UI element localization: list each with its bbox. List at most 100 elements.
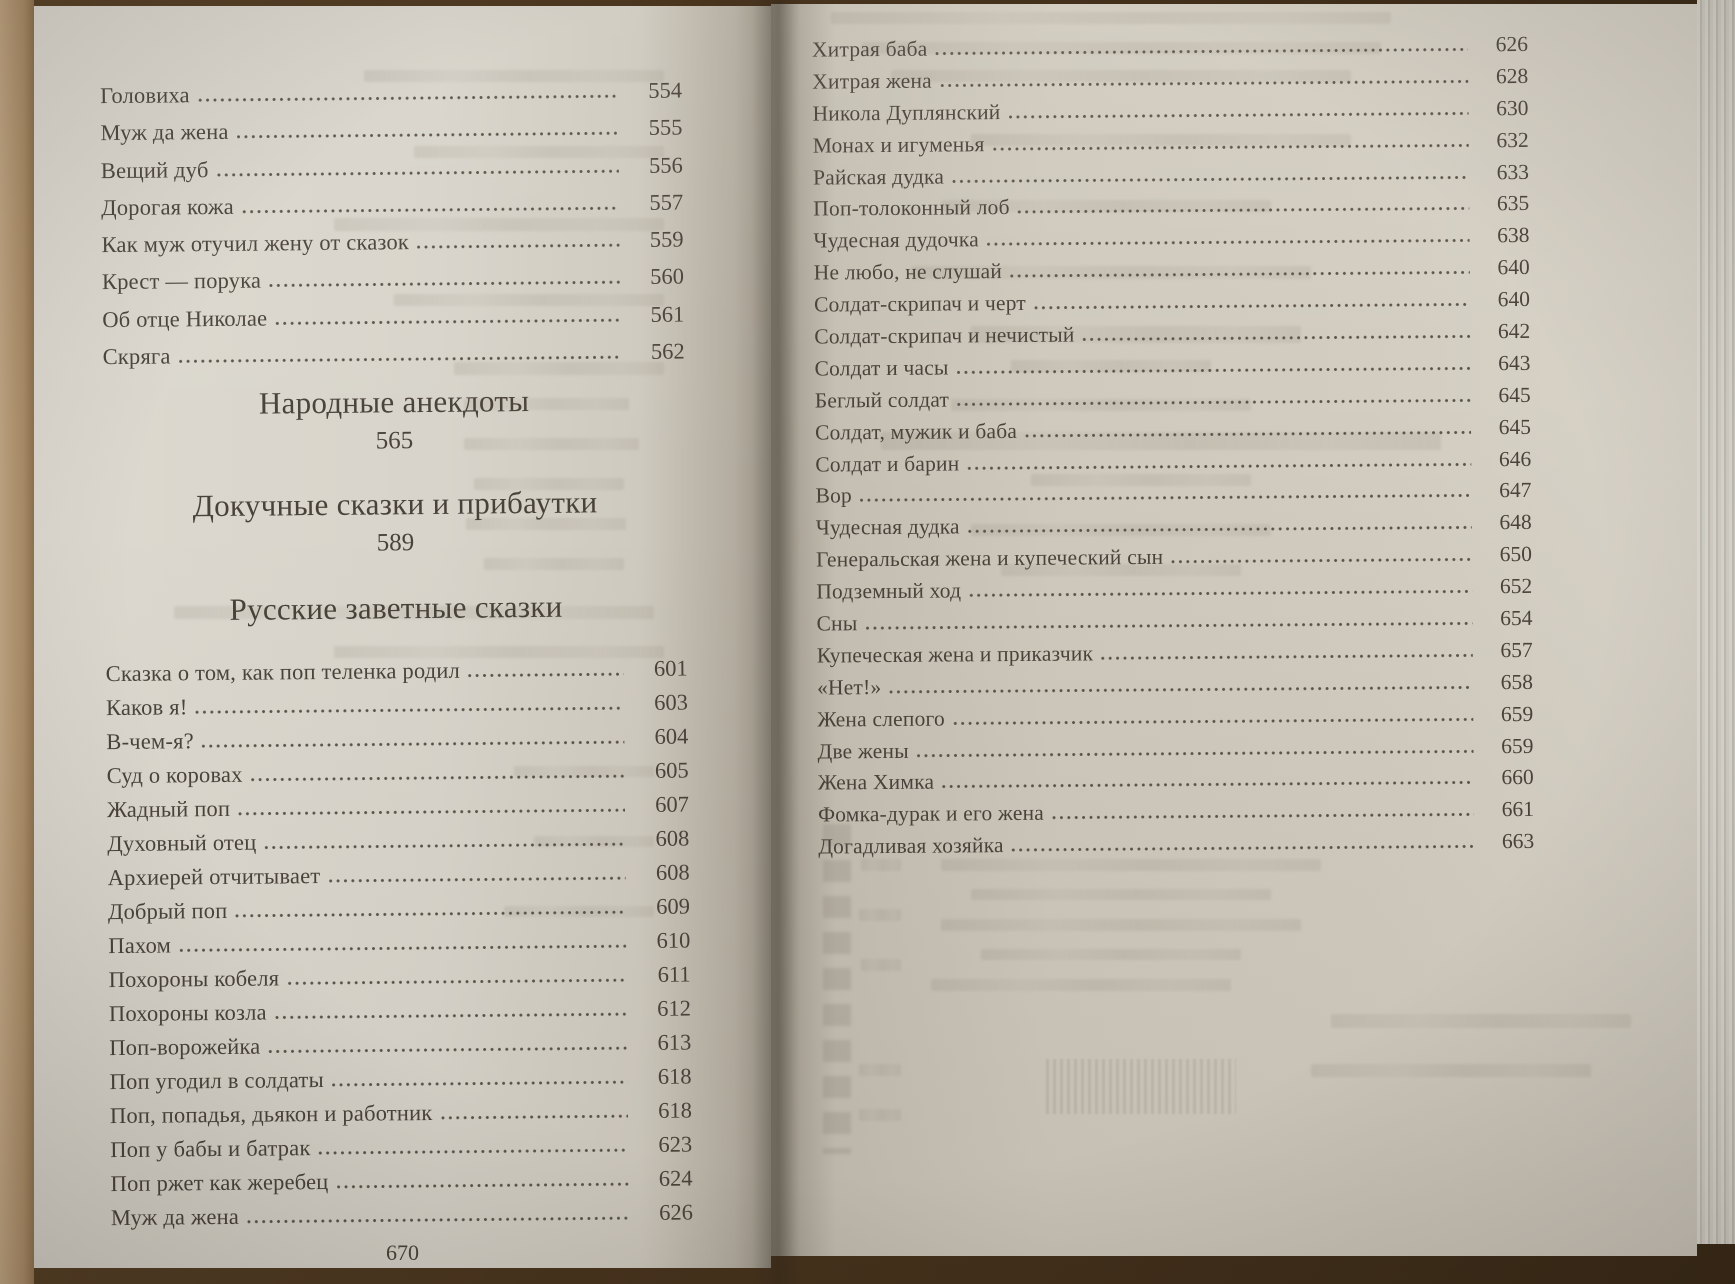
entry-page: 626 xyxy=(1495,31,1529,57)
toc-entry: Муж да жена 555 xyxy=(100,109,682,152)
toc-entry: Духовный отец 608 xyxy=(107,822,689,862)
left-toc: Головиха 554 Муж да жена 555 Вещий дуб 556 Дор… xyxy=(99,2,693,1236)
entry-page: 647 xyxy=(1499,478,1532,503)
entry-title: Как муж отучил жену от сказок xyxy=(101,229,410,258)
entry-title: Сказка о том, как поп теленка родил xyxy=(105,658,461,687)
toc-entry: Догадливая хозяйка 663 xyxy=(818,826,1534,864)
dot-leader xyxy=(336,1182,629,1190)
entry-page: 657 xyxy=(1500,637,1533,663)
bleed-through xyxy=(334,218,664,231)
bleed-through xyxy=(454,362,664,375)
entry-page: 613 xyxy=(657,1029,692,1056)
entry-title: Догадливая хозяйка xyxy=(818,833,1004,859)
bleed-through xyxy=(464,438,639,450)
section-heading-anekdoty: Народные анекдоты xyxy=(258,383,530,422)
dot-leader xyxy=(328,876,626,884)
entry-page: 663 xyxy=(1501,829,1535,854)
dot-leader xyxy=(1010,270,1470,279)
bleed-through xyxy=(831,12,1391,24)
dot-leader xyxy=(969,589,1473,598)
entry-title: Суд о коровах xyxy=(106,762,243,789)
toc-entry: Как муж отучил жену от сказок 559 xyxy=(101,221,683,264)
entry-title: Скряга xyxy=(102,343,171,370)
entry-page: 562 xyxy=(650,338,685,364)
toc-entry: Поп-ворожейка 613 xyxy=(109,1026,691,1066)
bleed-through xyxy=(1331,1014,1631,1028)
entry-page: 612 xyxy=(657,995,692,1022)
dot-leader xyxy=(247,1216,629,1225)
dot-leader xyxy=(865,621,1473,631)
entry-page: 618 xyxy=(658,1097,693,1124)
entry-page: 645 xyxy=(1498,382,1531,407)
toc-entry: В-чем-я? 604 xyxy=(106,720,688,760)
entry-page: 604 xyxy=(654,723,689,750)
dot-leader xyxy=(889,685,1474,694)
dot-leader xyxy=(250,774,625,783)
dot-leader xyxy=(216,168,619,177)
entry-page: 638 xyxy=(1497,223,1530,248)
entry-page: 654 xyxy=(1500,605,1533,631)
entry-page: 603 xyxy=(654,689,689,716)
entry-title: Жадный поп xyxy=(106,796,231,823)
entry-page: 659 xyxy=(1501,733,1534,758)
entry-page: 560 xyxy=(650,264,685,290)
dot-leader xyxy=(967,461,1472,470)
entry-page: 646 xyxy=(1498,446,1532,471)
entry-title: Муж да жена xyxy=(110,1204,240,1231)
bleed-through xyxy=(474,478,624,490)
entry-title: Солдат и часы xyxy=(814,355,949,381)
dot-leader xyxy=(268,1046,628,1054)
dot-leader xyxy=(952,174,1470,184)
dot-leader xyxy=(986,238,1470,247)
bleed-through xyxy=(484,558,624,570)
bleed-through xyxy=(1001,564,1241,576)
entry-page: 632 xyxy=(1496,127,1529,152)
entry-title: Поп у бабы и батрак xyxy=(110,1135,311,1163)
toc-list-right: Хитрая баба 626 Хитрая жена 628 Никола Дупля… xyxy=(812,29,1534,864)
entry-page: 628 xyxy=(1495,63,1529,89)
dot-leader xyxy=(956,366,1471,375)
bleed-through xyxy=(464,398,629,410)
dot-leader xyxy=(241,206,620,214)
entry-title: Поп-ворожейка xyxy=(109,1034,261,1061)
entry-page: 607 xyxy=(655,791,690,818)
page-fore-edge xyxy=(1697,0,1735,1244)
bleed-through xyxy=(859,1109,901,1121)
dot-leader xyxy=(201,740,625,749)
entry-title: Головиха xyxy=(100,82,190,109)
section-heading-dokuchnye: Докучные сказки и прибаутки xyxy=(192,484,598,524)
entry-page: 659 xyxy=(1500,701,1534,726)
entry-page: 643 xyxy=(1498,350,1531,376)
entry-title: Жена Химка xyxy=(817,770,935,796)
entry-title: Каков я! xyxy=(105,694,188,721)
bleed-through xyxy=(514,766,654,777)
dot-leader xyxy=(275,317,621,326)
dot-leader xyxy=(1025,430,1472,438)
entry-title: «Нет!» xyxy=(816,674,882,700)
toc-list-zavetnye: Сказка о том, как поп теленка родил 601 Ка… xyxy=(106,652,694,1236)
toc-entry: Архиерей отчитывает 608 xyxy=(107,856,690,896)
toc-entry: Поп у бабы и батрак 623 xyxy=(110,1128,692,1168)
dot-leader xyxy=(331,1080,628,1088)
section-heading-zavetnye: Русские заветные сказки xyxy=(229,589,563,628)
dot-leader xyxy=(264,842,626,850)
toc-entry: Скряга 562 xyxy=(102,333,685,376)
bleed-through xyxy=(859,909,901,921)
dot-leader xyxy=(859,493,1472,503)
dot-leader xyxy=(1011,844,1475,853)
entry-title: Две жены xyxy=(817,738,909,764)
entry-title: Солдат, мужик и баба xyxy=(814,418,1018,445)
bleed-through xyxy=(859,1064,901,1076)
dot-leader xyxy=(236,131,619,140)
left-page-number: 670 xyxy=(386,1240,419,1265)
entry-title: Поп-толоконный лоб xyxy=(813,195,1010,222)
entry-page: 648 xyxy=(1499,510,1532,535)
entry-page: 601 xyxy=(653,655,688,682)
section-page-anekdoty: 565 xyxy=(375,427,414,455)
entry-page: 557 xyxy=(649,189,684,215)
entry-title: Солдат и барин xyxy=(815,450,960,477)
entry-page: 645 xyxy=(1498,414,1532,439)
toc-entry: Сказка о том, как поп теленка родил 601 xyxy=(106,652,688,692)
bleed-through xyxy=(394,294,664,306)
